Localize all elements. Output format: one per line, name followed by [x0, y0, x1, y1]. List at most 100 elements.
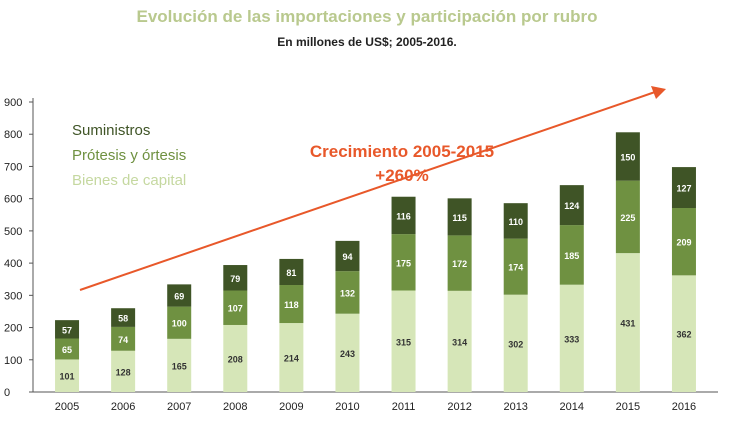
bar-segment: [55, 320, 80, 339]
chart-title: Evolución de las importaciones y partici…: [136, 7, 598, 26]
bar-segment: [559, 225, 584, 285]
data-label: 101: [60, 372, 75, 382]
y-tick-label: 200: [4, 323, 22, 335]
bar-segment: [615, 132, 640, 181]
x-tick-label: 2016: [672, 401, 696, 413]
bar-segment: [447, 235, 472, 291]
bar-segment: [391, 234, 416, 291]
data-label: 110: [508, 217, 523, 227]
bar-segment: [447, 198, 472, 236]
y-tick-label: 800: [4, 129, 22, 141]
data-label: 165: [172, 361, 187, 371]
x-tick-label: 2006: [111, 401, 135, 413]
bar-segment: [503, 238, 528, 295]
data-label: 124: [564, 201, 579, 211]
bar-segment: [223, 290, 248, 325]
data-label: 127: [676, 184, 691, 194]
annotation-line1: Crecimiento 2005-2015: [310, 142, 494, 161]
data-label: 175: [396, 258, 411, 268]
data-label: 132: [340, 288, 355, 298]
bar-segment: [223, 324, 248, 392]
data-label: 118: [284, 300, 299, 310]
x-tick-label: 2008: [223, 401, 247, 413]
growth-arrow-head: [651, 86, 666, 99]
bar-segment: [167, 306, 192, 339]
x-tick-label: 2007: [167, 401, 191, 413]
y-tick-label: 700: [4, 161, 22, 173]
data-label: 243: [340, 349, 355, 359]
y-tick-label: 100: [4, 355, 22, 367]
bar-segment: [615, 253, 640, 392]
y-tick-label: 400: [4, 258, 22, 270]
data-label: 174: [508, 263, 523, 273]
data-label: 362: [676, 330, 691, 340]
y-tick-label: 900: [4, 97, 22, 109]
x-tick-label: 2012: [447, 401, 471, 413]
y-tick-label: 500: [4, 226, 22, 238]
bar-segment: [279, 285, 304, 324]
data-label: 214: [284, 354, 299, 364]
data-label: 74: [118, 335, 128, 345]
bar-segment: [503, 294, 528, 392]
x-tick-label: 2005: [55, 401, 79, 413]
data-label: 225: [620, 213, 635, 223]
data-label: 57: [62, 325, 72, 335]
data-label: 302: [508, 339, 523, 349]
bar-segment: [111, 308, 136, 327]
bar-segment: [335, 313, 360, 392]
legend-item: Prótesis y órtesis: [72, 147, 186, 164]
data-label: 107: [228, 304, 243, 314]
legend: Suministros Prótesis y órtesis Bienes de c…: [72, 122, 186, 189]
bar-segment: [111, 326, 136, 351]
bars: 101 65 57 128 74 58 165 100 69 208 107 79 214 118 81 24…: [55, 132, 696, 392]
y-tick-label: 0: [4, 387, 10, 399]
data-label: 431: [620, 319, 635, 329]
x-tick-label: 2011: [392, 401, 416, 413]
data-label: 209: [676, 238, 691, 248]
axes: 0 100 200 300 400 500 600 700 800 900 2005 2006 2007…: [4, 97, 718, 413]
y-tick-label: 300: [4, 290, 22, 302]
legend-item: Bienes de capital: [72, 172, 186, 189]
bar-segment: [391, 290, 416, 392]
data-label: 116: [396, 211, 411, 221]
data-label: 69: [174, 291, 184, 301]
data-label: 81: [286, 268, 296, 278]
annotation-line2: +260%: [375, 166, 428, 185]
bar-segment: [55, 338, 80, 360]
data-label: 333: [564, 334, 579, 344]
x-tick-label: 2013: [503, 401, 527, 413]
data-label: 150: [620, 152, 635, 162]
growth-annotation: Crecimiento 2005-2015 +260%: [79, 86, 666, 291]
bar-segment: [335, 271, 360, 314]
y-tick-label: 600: [4, 194, 22, 206]
bar-segment: [671, 275, 696, 392]
bar-segment: [167, 284, 192, 307]
data-label: 100: [172, 319, 187, 329]
bar-segment: [223, 265, 248, 291]
x-tick-label: 2015: [616, 401, 640, 413]
data-label: 128: [116, 367, 131, 377]
x-tick-label: 2014: [560, 401, 584, 413]
x-tick-label: 2009: [279, 401, 303, 413]
data-label: 58: [118, 314, 128, 324]
bar-segment: [111, 350, 136, 392]
bar-segment: [615, 180, 640, 254]
x-tick-label: 2010: [335, 401, 359, 413]
data-label: 315: [396, 337, 411, 347]
bar-segment: [671, 208, 696, 276]
bar-segment: [559, 284, 584, 392]
bar-segment: [391, 196, 416, 235]
bar-segment: [55, 359, 80, 392]
data-label: 172: [452, 259, 467, 269]
bar-segment: [167, 338, 192, 392]
data-label: 208: [228, 354, 243, 364]
bar-segment: [279, 323, 304, 392]
data-label: 314: [452, 337, 467, 347]
data-label: 185: [564, 251, 579, 261]
bar-segment: [671, 167, 696, 209]
bar-segment: [335, 240, 360, 272]
bar-segment: [279, 258, 304, 286]
bar-segment: [447, 290, 472, 392]
legend-item: Suministros: [72, 122, 150, 139]
